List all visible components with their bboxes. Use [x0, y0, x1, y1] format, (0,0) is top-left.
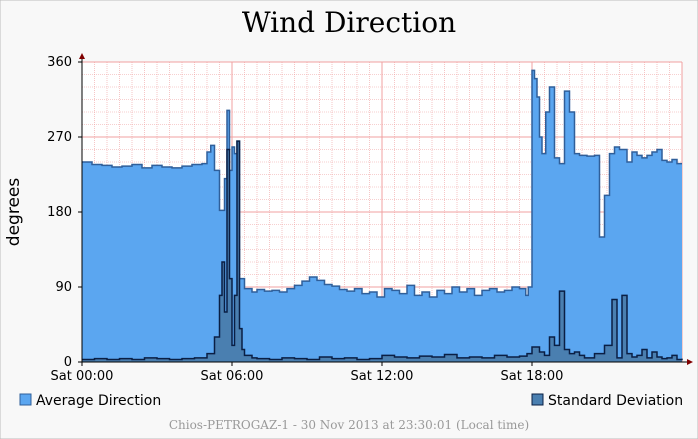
legend-label-average-direction: Average Direction	[36, 393, 161, 409]
legend-swatch-average-direction	[19, 393, 32, 406]
y-tick-label: 360	[47, 55, 72, 70]
legend: Average Direction Standard Deviation	[19, 393, 683, 409]
axes	[79, 53, 693, 365]
y-tick-label: 0	[64, 355, 72, 370]
y-tick-label: 90	[55, 280, 72, 295]
legend-label-standard-deviation: Standard Deviation	[548, 393, 683, 409]
average-direction-line	[82, 69, 682, 298]
y-tick-label: 180	[47, 205, 72, 220]
x-tick-label: Sat 06:00	[201, 369, 264, 384]
legend-swatch-standard-deviation	[531, 393, 544, 406]
chart-footer: Chios-PETROGAZ-1 - 30 Nov 2013 at 23:30:…	[169, 418, 529, 432]
x-tick-label: Sat 18:00	[501, 369, 564, 384]
x-tick-label: Sat 12:00	[351, 369, 414, 384]
standard-deviation-line	[82, 140, 683, 361]
chart-title: Wind Direction	[242, 6, 456, 39]
x-tick-label: Sat 00:00	[51, 369, 114, 384]
standard-deviation-series	[82, 140, 683, 362]
y-axis-arrow-icon	[79, 53, 85, 59]
y-tick-label: 270	[47, 130, 72, 145]
y-axis-label: degrees	[4, 178, 24, 247]
x-axis-arrow-icon	[687, 359, 693, 365]
tick-labels: 0 90 180 270 360 Sat 00:00 Sat 06:00 Sat 12:00 S…	[47, 55, 563, 384]
